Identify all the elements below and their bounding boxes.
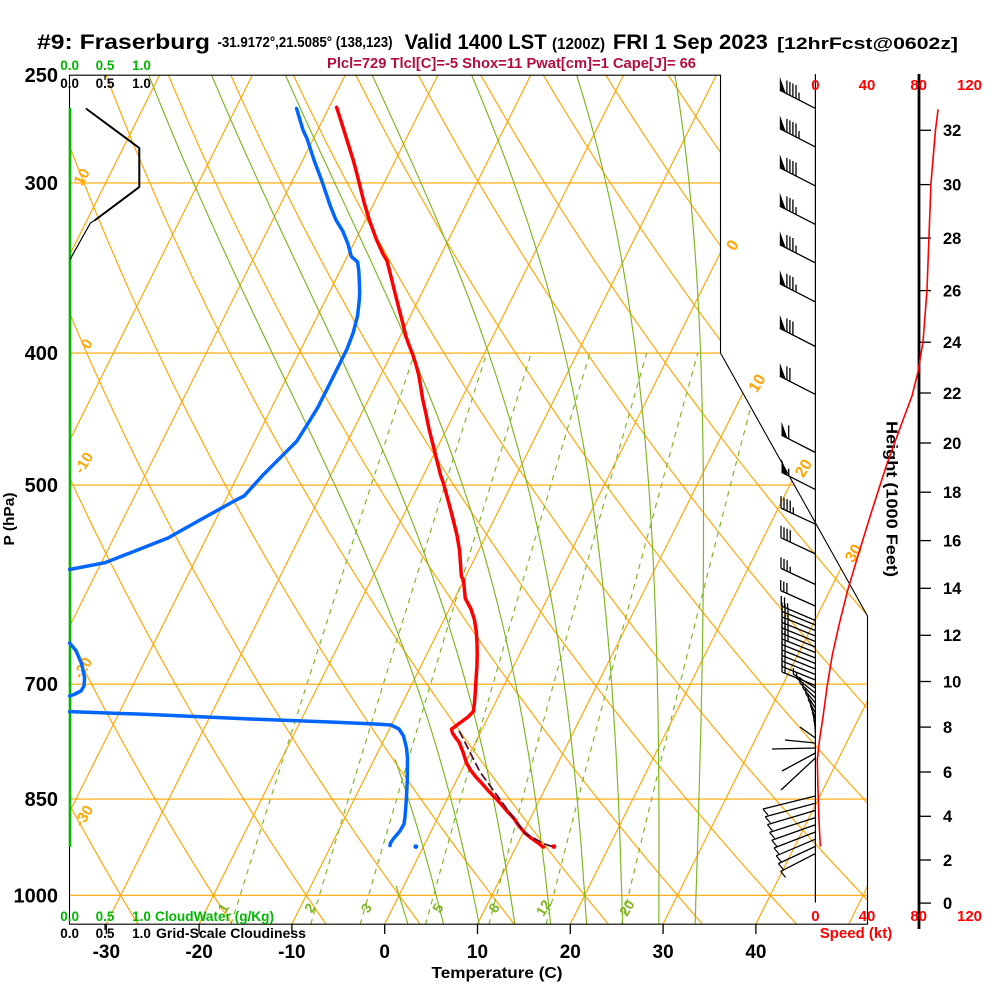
svg-text:300: 300 [25, 173, 58, 195]
svg-text:Speed (kt): Speed (kt) [820, 925, 893, 942]
svg-text:-30: -30 [93, 942, 120, 963]
svg-text:28: 28 [943, 230, 961, 248]
svg-text:0.0: 0.0 [60, 76, 79, 91]
svg-text:20: 20 [792, 456, 816, 480]
svg-text:120: 120 [957, 908, 982, 925]
svg-text:700: 700 [25, 674, 58, 696]
svg-text:6: 6 [943, 764, 952, 782]
svg-text:18: 18 [943, 484, 961, 502]
svg-text:10: 10 [746, 371, 770, 395]
svg-text:-31.9172°,21.5085° (138,123): -31.9172°,21.5085° (138,123) [218, 35, 393, 51]
svg-text:2: 2 [943, 852, 952, 870]
svg-text:0: 0 [811, 908, 819, 925]
svg-text:0: 0 [943, 895, 952, 913]
svg-text:[12hrFcst@0602z]: [12hrFcst@0602z] [777, 35, 958, 53]
svg-text:32: 32 [943, 122, 961, 140]
svg-text:12: 12 [532, 897, 554, 919]
svg-text:P (hPa): P (hPa) [2, 492, 18, 545]
svg-text:30: 30 [653, 942, 674, 963]
svg-text:0.0: 0.0 [60, 926, 79, 941]
svg-text:250: 250 [25, 65, 58, 87]
svg-text:26: 26 [943, 282, 961, 300]
svg-text:#9: Fraserburg: #9: Fraserburg [37, 30, 210, 54]
svg-text:30: 30 [943, 176, 961, 194]
svg-text:500: 500 [25, 475, 58, 497]
svg-text:80: 80 [910, 77, 927, 94]
svg-text:Height (1000 Feet): Height (1000 Feet) [883, 421, 900, 577]
svg-text:850: 850 [25, 789, 58, 811]
svg-text:20: 20 [560, 942, 581, 963]
svg-text:Grid-Scale Cloudiness: Grid-Scale Cloudiness [156, 926, 306, 941]
svg-text:20: 20 [616, 897, 638, 919]
svg-text:FRI 1 Sep 2023: FRI 1 Sep 2023 [613, 31, 768, 54]
svg-text:-20: -20 [185, 942, 212, 963]
svg-text:40: 40 [745, 942, 766, 963]
svg-text:40: 40 [859, 908, 876, 925]
svg-text:0.0: 0.0 [60, 909, 79, 924]
svg-text:22: 22 [943, 385, 961, 403]
svg-text:1.0: 1.0 [132, 909, 151, 924]
svg-text:12: 12 [943, 627, 961, 645]
svg-text:40: 40 [859, 77, 876, 94]
svg-text:-10: -10 [278, 942, 305, 963]
svg-text:1.0: 1.0 [132, 926, 151, 941]
svg-text:0.5: 0.5 [96, 58, 115, 73]
svg-text:120: 120 [957, 77, 982, 94]
svg-text:1.0: 1.0 [132, 76, 151, 91]
svg-text:4: 4 [943, 808, 953, 826]
svg-text:1000: 1000 [14, 885, 59, 907]
svg-text:1.0: 1.0 [132, 58, 151, 73]
svg-text:14: 14 [943, 580, 962, 598]
svg-text:80: 80 [910, 908, 927, 925]
svg-text:Valid 1400 LST: Valid 1400 LST [405, 31, 547, 54]
svg-text:0.5: 0.5 [96, 76, 115, 91]
svg-text:8: 8 [943, 719, 952, 737]
svg-text:0.0: 0.0 [60, 58, 79, 73]
svg-text:0.5: 0.5 [96, 926, 115, 941]
svg-text:0: 0 [811, 77, 819, 94]
svg-text:400: 400 [25, 343, 58, 365]
svg-text:0.5: 0.5 [96, 909, 115, 924]
svg-text:10: 10 [467, 942, 488, 963]
svg-text:16: 16 [943, 532, 961, 550]
svg-text:Plcl=729 Tlcl[C]=-5 Shox=11 Pw: Plcl=729 Tlcl[C]=-5 Shox=11 Pwat[cm]=1 C… [327, 56, 696, 72]
svg-text:20: 20 [943, 435, 961, 453]
svg-text:Temperature (C): Temperature (C) [432, 965, 563, 982]
svg-text:(1200Z): (1200Z) [552, 36, 605, 53]
svg-text:10: 10 [71, 166, 94, 189]
svg-text:24: 24 [943, 334, 962, 352]
svg-text:0: 0 [379, 942, 390, 963]
svg-text:CloudWater (g/Kg): CloudWater (g/Kg) [155, 909, 274, 924]
svg-text:10: 10 [943, 673, 961, 691]
